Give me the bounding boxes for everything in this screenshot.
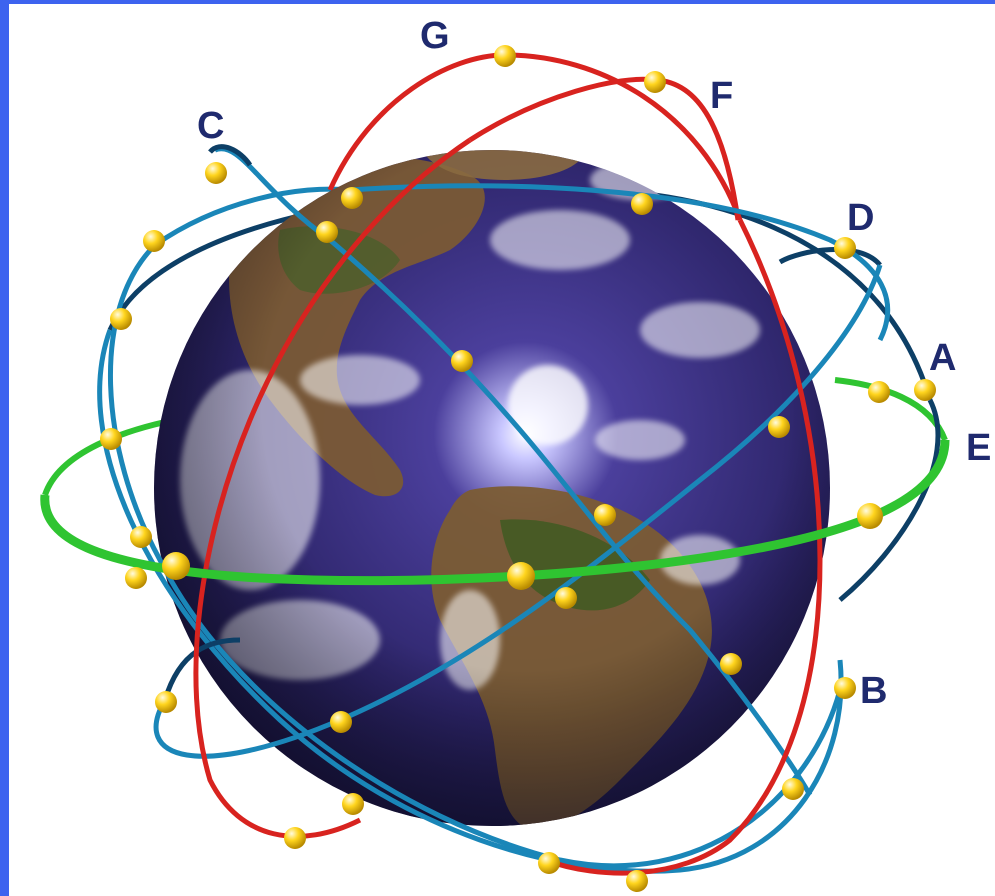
satellite-icon bbox=[834, 677, 856, 699]
satellite-icon bbox=[110, 308, 132, 330]
satellite-icon bbox=[631, 193, 653, 215]
satellite-icon bbox=[594, 504, 616, 526]
satellite-icon bbox=[782, 778, 804, 800]
satellite-icon bbox=[341, 187, 363, 209]
orbit-label-c: C bbox=[197, 105, 224, 147]
satellite-constellation-diagram: G F C D A E B bbox=[40, 15, 991, 892]
satellite-icon bbox=[768, 416, 790, 438]
orbit-c bbox=[214, 146, 813, 797]
satellite-icon bbox=[155, 691, 177, 713]
satellites-layer bbox=[100, 45, 936, 892]
satellite-icon bbox=[555, 587, 577, 609]
satellite-icon bbox=[316, 221, 338, 243]
orbits-front-layer bbox=[40, 137, 950, 876]
satellite-icon bbox=[451, 350, 473, 372]
orbit-g bbox=[544, 218, 823, 876]
satellite-icon bbox=[834, 237, 856, 259]
satellite-icon bbox=[330, 711, 352, 733]
orbit-b-top bbox=[349, 183, 891, 342]
satellite-icon bbox=[914, 379, 936, 401]
satellite-icon bbox=[857, 503, 883, 529]
satellite-icon bbox=[507, 562, 535, 590]
satellite-icon bbox=[342, 793, 364, 815]
satellite-icon bbox=[130, 526, 152, 548]
satellite-icon bbox=[644, 71, 666, 93]
orbit-a-right bbox=[838, 398, 941, 602]
satellite-icon bbox=[125, 567, 147, 589]
orbit-c-start bbox=[208, 144, 253, 167]
orbit-label-e: E bbox=[966, 427, 991, 469]
orbit-b bbox=[107, 243, 843, 869]
satellite-icon bbox=[720, 653, 742, 675]
orbit-f bbox=[193, 137, 472, 839]
orbit-d bbox=[153, 264, 883, 759]
satellite-icon bbox=[143, 230, 165, 252]
satellite-icon bbox=[162, 552, 190, 580]
orbit-labels: G F C D A E B bbox=[197, 15, 991, 712]
satellite-icon bbox=[100, 428, 122, 450]
orbit-label-b: B bbox=[860, 670, 887, 712]
satellite-icon bbox=[205, 162, 227, 184]
orbit-a bbox=[97, 329, 844, 874]
orbit-label-d: D bbox=[847, 197, 874, 239]
satellite-icon bbox=[538, 852, 560, 874]
orbit-label-g: G bbox=[420, 15, 450, 57]
globe-icon bbox=[154, 150, 830, 826]
orbit-label-a: A bbox=[929, 337, 956, 379]
satellite-icon bbox=[284, 827, 306, 849]
diagram-canvas: G F C D A E B bbox=[9, 4, 995, 896]
orbit-label-f: F bbox=[710, 75, 733, 117]
satellite-icon bbox=[868, 381, 890, 403]
satellite-icon bbox=[626, 870, 648, 892]
satellite-icon bbox=[494, 45, 516, 67]
orbit-d-back bbox=[778, 247, 882, 267]
